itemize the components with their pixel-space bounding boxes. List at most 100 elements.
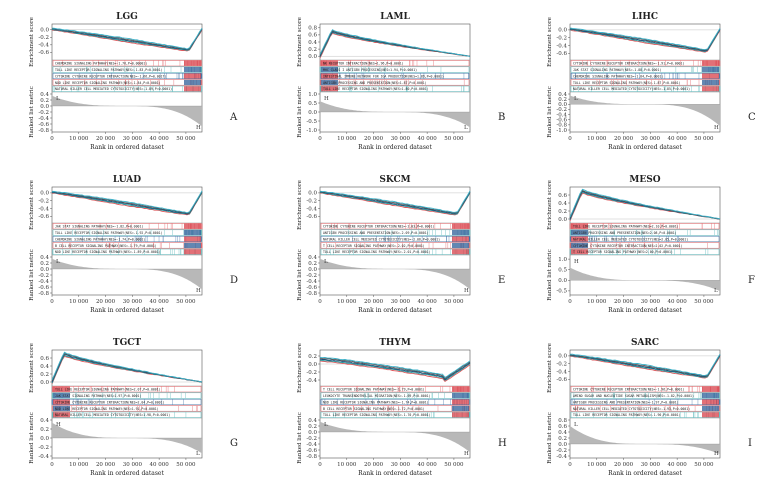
heat-strip	[702, 67, 719, 73]
x-tick-label: 10 000	[337, 462, 357, 468]
legend-entry: TOLL LIKE RECEPTOR SIGNALING PATHWAY(NES…	[55, 68, 163, 72]
panel-frame	[319, 23, 471, 133]
x-tick-label: 50 000	[444, 136, 464, 142]
es-tick-label: 0.0	[40, 28, 49, 34]
es-tick-label: -0.6	[38, 214, 49, 220]
rank-tick-label: 0.0	[308, 110, 317, 116]
es-tick-label: -0.4	[556, 43, 567, 49]
es-series-4	[569, 28, 721, 51]
legend-entry: CYTOKINE CYTOKINE RECEPTOR INTERACTION(N…	[55, 74, 166, 78]
panel-title: SKCM	[379, 175, 410, 185]
es-tick-label: -0.6	[556, 377, 567, 383]
rank-label-left: H	[574, 259, 579, 265]
legend-entry: NATURAL KILLER CELL MEDIATED CYTOTOXICIT…	[573, 407, 690, 411]
heat-strip	[184, 60, 201, 66]
rank-label-right: H	[464, 288, 469, 294]
es-tick-label: -0.6	[38, 50, 49, 56]
x-tick-label: 40 000	[150, 299, 170, 305]
es-tick-label: 0.2	[40, 372, 49, 378]
heat-strip	[321, 86, 338, 92]
panel-letter: E	[498, 275, 505, 286]
x-tick-label: 0	[568, 462, 572, 468]
heat-strip	[452, 386, 469, 392]
rank-tick-label: -0.8	[556, 123, 567, 129]
rank-tick-label: -0.8	[306, 291, 317, 297]
es-series-5	[51, 27, 203, 50]
rank-tick-label: 0.5	[558, 268, 567, 274]
es-series-1	[51, 355, 203, 385]
legend-entry: T CELL RECEPTOR SIGNALING PATHWAY(NES=-2…	[323, 244, 425, 248]
x-tick-label: 20 000	[364, 136, 384, 142]
es-tick-label: 0.0	[558, 354, 567, 360]
legend-entry: ANTIGEN PROCESSING AND PRESENTATION(NES=…	[323, 231, 429, 235]
legend-entry: NATURAL KILLER CELL MEDIATED CYTOTOXICIT…	[323, 237, 440, 241]
heat-strip	[452, 393, 469, 399]
legend-entry: LEUKOCYTE TRANSENDOTHELIAL MIGRATION(NES…	[323, 394, 431, 398]
legend-entry: CHEMOKINE SIGNALING PATHWAY(NES=-1.74,P=…	[55, 237, 145, 241]
es-series-3	[319, 358, 471, 381]
panel-title: TGCT	[113, 338, 142, 348]
rank-tick-label: -0.8	[38, 128, 49, 134]
heat-strip	[184, 242, 201, 248]
es-axis-label: Enrichment score	[29, 343, 35, 393]
legend-entry: CYTOKINE CYTOKINE RECEPTOR INTERACTION(N…	[55, 400, 164, 404]
es-tick-label: 0.0	[40, 380, 49, 386]
x-tick-label: 30 000	[391, 299, 411, 305]
legend-entry: CHEMOKINE SIGNALING PATHWAY(NES=-1.76,P=…	[55, 62, 147, 66]
es-axis-label: Enrichment score	[297, 180, 303, 230]
legend-entry: NATURAL KILLER CELL MEDIATED CYTOTOXICIT…	[55, 87, 172, 91]
rank-tick-label: -0.6	[306, 448, 317, 454]
panel-letter: D	[230, 275, 238, 286]
rank-tick-label: -0.4	[306, 442, 317, 448]
heat-strip	[571, 242, 588, 248]
x-tick-label: 0	[50, 299, 54, 305]
x-tick-label: 30 000	[123, 299, 143, 305]
legend-entry: TOLL LIKE RECEPTOR SIGNALING PATHWAY(NES…	[323, 250, 431, 254]
es-tick-label: 0.8	[308, 26, 317, 32]
es-series-5	[570, 353, 721, 376]
x-tick-label: 50 000	[444, 299, 464, 305]
panel-title: LAML	[380, 12, 410, 22]
rank-tick-label: 0.2	[558, 97, 567, 103]
heat-strip	[452, 399, 469, 405]
legend-entry: TOLL LIKE RECEPTOR SIGNALING PATHWAY(NES…	[573, 225, 679, 229]
rank-tick-label: -0.2	[556, 448, 567, 454]
rank-tick-label: 0.0	[40, 104, 49, 110]
rank-tick-label: 0.4	[308, 255, 317, 261]
x-tick-label: 20 000	[614, 462, 634, 468]
rank-tick-label: 0.4	[558, 430, 567, 436]
legend-entry: NATURAL KILLER CELL MEDIATED CYTOTOXICIT…	[573, 237, 688, 241]
es-tick-label: 0.0	[308, 362, 317, 368]
es-series-2	[51, 192, 203, 215]
rank-tick-label: -0.4	[306, 279, 317, 285]
x-tick-label: 10 000	[337, 136, 357, 142]
es-series-3	[319, 191, 471, 215]
x-tick-label: 10 000	[587, 462, 607, 468]
rank-tick-label: 0.0	[40, 436, 49, 442]
rank-tick-label: 0.2	[308, 261, 317, 267]
legend-entry: NOD LIKE RECEPTOR SIGNALING PATHWAY(NES=…	[323, 400, 429, 404]
x-tick-label: 30 000	[641, 462, 661, 468]
x-axis-label: Rank in ordered dataset	[358, 307, 432, 314]
panel-meso: MESO 0.6 0.4 0.2 0.0 TOLL LIKE RECEPTOR SIGNA…	[547, 175, 755, 314]
rank-tick-label: 0.4	[308, 418, 317, 424]
es-series-5	[51, 351, 203, 383]
x-tick-label: 30 000	[641, 299, 661, 305]
rank-tick-label: 0.4	[558, 92, 567, 98]
es-series-1	[569, 192, 721, 222]
rank-tick-label: 0.2	[40, 98, 49, 104]
x-tick-label: 10 000	[587, 136, 607, 142]
es-series-5	[569, 188, 721, 220]
rank-metric-fill	[52, 258, 202, 290]
x-tick-label: 40 000	[150, 136, 170, 142]
es-tick-label: 0.0	[308, 191, 317, 197]
heat-strip	[452, 405, 469, 411]
es-tick-label: -0.6	[556, 51, 567, 57]
rank-axis-label: Ranked list metric	[29, 249, 35, 300]
panel-letter: F	[748, 275, 755, 286]
es-series-1	[569, 29, 721, 53]
es-series-2	[319, 192, 471, 215]
